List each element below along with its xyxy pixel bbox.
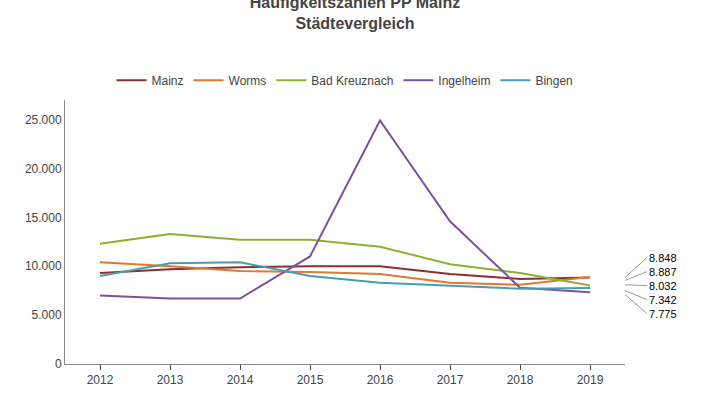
svg-text:2015: 2015 — [297, 373, 324, 387]
svg-text:2013: 2013 — [157, 373, 184, 387]
svg-text:8.032: 8.032 — [649, 280, 677, 292]
svg-text:20.000: 20.000 — [25, 162, 62, 176]
svg-text:8.848: 8.848 — [649, 252, 677, 264]
svg-text:0: 0 — [55, 357, 62, 371]
svg-text:7.775: 7.775 — [649, 308, 677, 320]
svg-text:Mainz: Mainz — [152, 74, 184, 88]
svg-text:8.887: 8.887 — [649, 266, 677, 278]
svg-text:2017: 2017 — [437, 373, 464, 387]
svg-text:Ingelheim: Ingelheim — [438, 74, 490, 88]
svg-text:Bingen: Bingen — [535, 74, 572, 88]
svg-text:5.000: 5.000 — [32, 308, 62, 322]
svg-text:2018: 2018 — [507, 373, 534, 387]
svg-text:Worms: Worms — [229, 74, 267, 88]
svg-text:10.000: 10.000 — [25, 259, 62, 273]
svg-text:Häufigkeitszahlen PP MainzStäd: Häufigkeitszahlen PP MainzStädtevergleic… — [250, 0, 460, 32]
svg-text:7.342: 7.342 — [649, 294, 677, 306]
svg-text:2014: 2014 — [227, 373, 254, 387]
svg-text:Bad Kreuznach: Bad Kreuznach — [311, 74, 393, 88]
svg-text:2016: 2016 — [367, 373, 394, 387]
svg-text:25.000: 25.000 — [25, 113, 62, 127]
svg-text:2012: 2012 — [87, 373, 114, 387]
svg-text:2019: 2019 — [577, 373, 604, 387]
svg-text:15.000: 15.000 — [25, 211, 62, 225]
